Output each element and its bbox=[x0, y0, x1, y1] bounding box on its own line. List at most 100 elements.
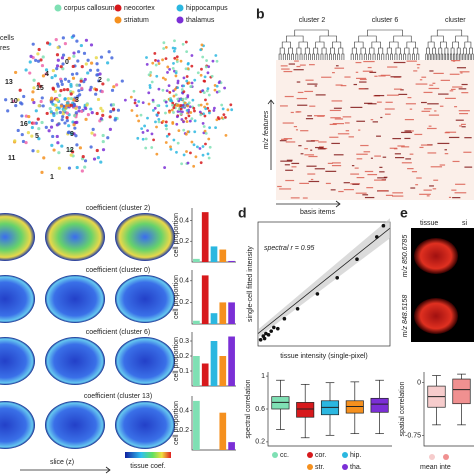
axis bbox=[267, 372, 392, 447]
heatmap-cell bbox=[355, 61, 362, 64]
umap-dot bbox=[175, 60, 179, 64]
heatmap-cell bbox=[432, 188, 437, 190]
x-axis-label: tissue intensity (single-pixel) bbox=[280, 353, 368, 360]
dendrogram bbox=[286, 35, 304, 42]
umap-dot bbox=[31, 90, 35, 94]
umap-dot bbox=[6, 109, 10, 113]
cluster-number: 4 bbox=[45, 71, 49, 78]
heatmap-cell bbox=[426, 195, 430, 197]
umap-dot bbox=[217, 81, 221, 84]
umap-dot bbox=[110, 56, 114, 60]
umap-dot bbox=[172, 94, 176, 98]
umap-dot bbox=[205, 89, 209, 93]
heatmap-cell bbox=[419, 79, 423, 81]
heatmap-cell bbox=[367, 173, 378, 176]
umap-dot bbox=[94, 56, 98, 60]
dendrogram bbox=[432, 47, 437, 54]
dendrogram bbox=[426, 47, 430, 54]
dendrogram bbox=[320, 53, 324, 60]
umap-dot bbox=[62, 108, 67, 113]
umap-dot bbox=[177, 129, 181, 133]
dendrogram bbox=[446, 53, 450, 60]
heatmap-cell bbox=[308, 180, 320, 183]
coefficient-label: coefficient (cluster 2) bbox=[86, 205, 150, 212]
umap-dot bbox=[85, 103, 89, 107]
heatmap-cell bbox=[366, 187, 374, 189]
umap-dot bbox=[223, 86, 227, 90]
heatmap-cell bbox=[413, 70, 418, 72]
dendrogram bbox=[372, 53, 376, 60]
dendrogram bbox=[279, 47, 285, 54]
umap-dot bbox=[186, 62, 190, 65]
dendrogram bbox=[360, 47, 366, 54]
umap-dot bbox=[74, 134, 78, 138]
heatmap-cell bbox=[280, 65, 288, 67]
legend-label: neocortex bbox=[124, 5, 155, 12]
umap-dot bbox=[29, 54, 33, 58]
umap-dot bbox=[45, 111, 49, 116]
umap-dot bbox=[70, 72, 75, 76]
panel-label: d bbox=[238, 205, 247, 221]
heatmap-cell bbox=[376, 135, 381, 137]
heatmap-cell bbox=[405, 158, 412, 160]
umap-dot bbox=[145, 62, 149, 66]
decoration bbox=[0, 29, 474, 474]
heatmap-cell bbox=[283, 70, 293, 73]
heatmap-cell bbox=[314, 115, 326, 117]
heatmap-cell bbox=[419, 193, 431, 195]
umap-dot bbox=[155, 113, 159, 117]
brain-image bbox=[45, 337, 105, 385]
umap-dot bbox=[169, 145, 172, 149]
umap-dot bbox=[187, 114, 191, 118]
heatmap-cell bbox=[345, 130, 350, 132]
heatmap-cell bbox=[281, 138, 288, 140]
heatmap-cell bbox=[416, 177, 422, 179]
heatmap-cell bbox=[300, 130, 309, 132]
umap-dot bbox=[189, 85, 193, 88]
umap-dot bbox=[150, 132, 154, 136]
dendrogram bbox=[321, 47, 327, 54]
heatmap-cell bbox=[393, 88, 402, 90]
heatmap-cell bbox=[279, 140, 287, 142]
umap-dot bbox=[30, 125, 34, 130]
heatmap-cell bbox=[411, 171, 418, 173]
dendrogram bbox=[471, 53, 474, 60]
umap-dot bbox=[80, 109, 84, 114]
y-axis-label: cell proportion bbox=[173, 337, 180, 381]
heatmap-cell bbox=[314, 168, 325, 170]
heatmap-cell bbox=[307, 173, 316, 175]
legend-dot bbox=[307, 464, 313, 470]
umap-dot bbox=[77, 109, 81, 113]
umap-dot bbox=[69, 103, 73, 107]
umap-dot bbox=[151, 98, 155, 102]
umap-dot bbox=[82, 51, 87, 55]
umap-dot bbox=[213, 106, 216, 110]
heatmap-cell bbox=[356, 77, 367, 79]
heatmap-cell bbox=[306, 165, 317, 167]
umap-dot bbox=[73, 113, 77, 118]
heatmap-cell bbox=[407, 168, 414, 170]
y-tick-label: 0.2 bbox=[255, 439, 265, 446]
dendrogram bbox=[444, 47, 449, 54]
umap-dot bbox=[34, 58, 38, 62]
heatmap-cell bbox=[350, 106, 363, 109]
umap-dot bbox=[13, 139, 17, 143]
umap-dot bbox=[186, 130, 190, 134]
dendrogram bbox=[449, 53, 453, 60]
umap-dot bbox=[144, 146, 148, 150]
umap-dot bbox=[210, 74, 214, 78]
umap-dot bbox=[72, 51, 76, 55]
bar bbox=[219, 249, 227, 262]
plot-frame bbox=[257, 221, 391, 347]
dendrogram bbox=[425, 53, 428, 60]
umap-dot bbox=[31, 42, 35, 46]
umap-dot bbox=[88, 68, 93, 72]
umap-dot bbox=[71, 76, 76, 80]
umap-dot bbox=[154, 58, 157, 62]
umap-dot bbox=[96, 68, 100, 72]
umap-dot bbox=[40, 120, 44, 125]
heatmap-cell bbox=[372, 121, 378, 123]
dendrogram bbox=[363, 53, 367, 60]
heatmap-cell bbox=[356, 120, 366, 122]
umap-dot bbox=[155, 152, 159, 156]
